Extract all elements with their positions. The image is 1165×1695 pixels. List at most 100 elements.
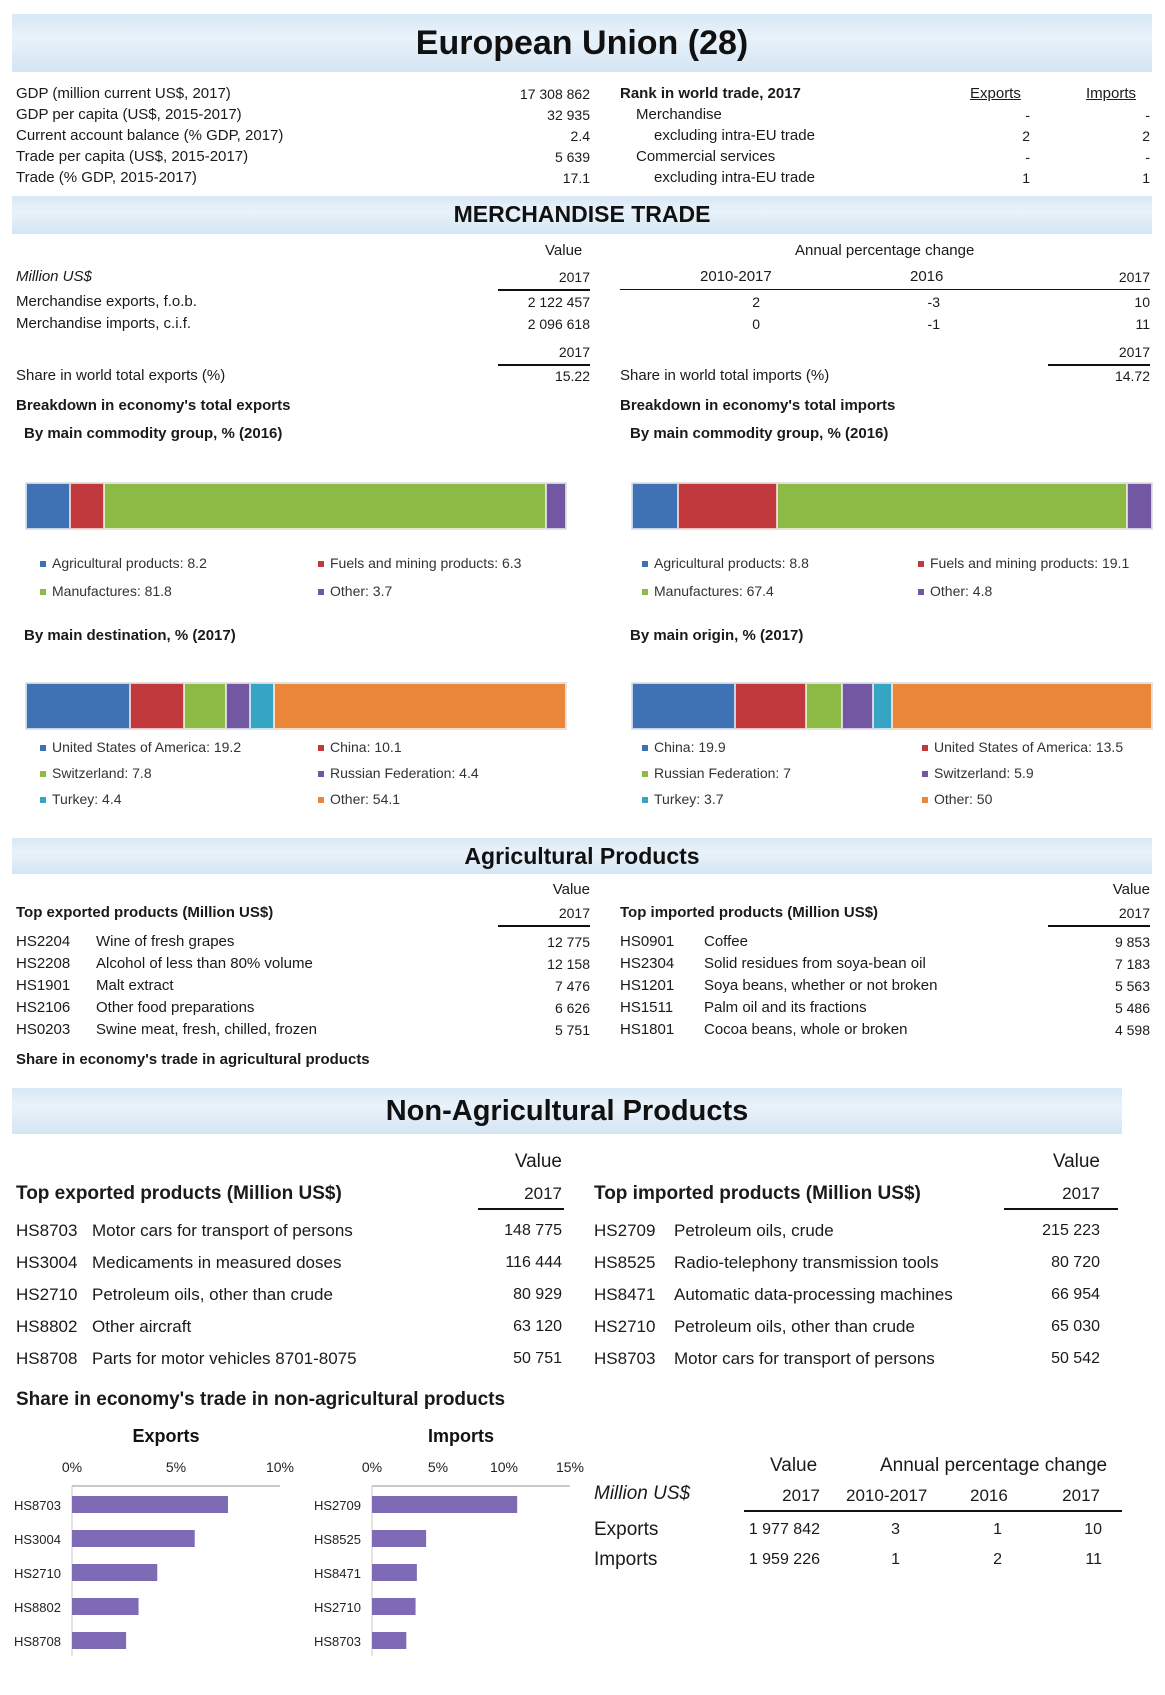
stack-segment xyxy=(872,683,892,729)
category-label: HS2710 xyxy=(314,1600,361,1615)
legend-swatch xyxy=(40,561,46,568)
legend-swatch xyxy=(642,589,648,596)
row-change: 1 xyxy=(891,1551,900,1568)
legend-swatch xyxy=(318,561,324,568)
imports-bar-chart: Imports 0% 5% 10% 15% HS2709 HS8525 HS8471 HS271… xyxy=(310,1424,590,1682)
rule xyxy=(498,364,590,366)
product-value: 80 929 xyxy=(513,1286,562,1303)
legend-item: Agricultural products: 8.8 xyxy=(642,555,809,571)
product-value: 7 476 xyxy=(554,978,590,994)
imports-change: 11 xyxy=(1135,316,1150,332)
top-exported-title: Top exported products (Million US$) xyxy=(16,1183,342,1204)
category-label: HS8471 xyxy=(314,1566,361,1581)
year-header: 2017 xyxy=(782,1486,820,1505)
legend-swatch xyxy=(318,589,324,596)
stack-segment xyxy=(273,683,566,729)
share-exports-value: 15.22 xyxy=(554,368,590,384)
million-label: Million US$ xyxy=(594,1483,691,1504)
product-value: 65 030 xyxy=(1051,1318,1100,1335)
imports-label: Merchandise imports, c.i.f. xyxy=(16,315,192,332)
product-name: Cocoa beans, whole or broken xyxy=(704,1021,908,1038)
hs-code: HS1201 xyxy=(620,977,675,994)
year-header: 2017 xyxy=(558,344,590,360)
legend-item: Manufactures: 67.4 xyxy=(642,583,774,599)
year-header: 2017 xyxy=(524,1184,562,1203)
stacked-bar-imports-commodity xyxy=(632,483,1152,529)
summary-label: Trade (% GDP, 2015-2017) xyxy=(16,169,197,186)
hs-code: HS2208 xyxy=(16,955,71,972)
hs-code: HS2710 xyxy=(594,1317,656,1336)
hs-code: HS2710 xyxy=(16,1285,78,1304)
category-label: HS2709 xyxy=(314,1498,361,1513)
hs-code: HS8471 xyxy=(594,1285,656,1304)
legend-swatch xyxy=(40,745,46,752)
product-value: 63 120 xyxy=(513,1318,562,1335)
tick-label: 10% xyxy=(490,1459,518,1475)
legend-item: United States of America: 19.2 xyxy=(40,739,241,755)
stack-segment xyxy=(842,683,873,729)
product-value: 9 853 xyxy=(1114,934,1150,950)
rank-exports: - xyxy=(1025,149,1030,165)
tick-label: 5% xyxy=(428,1459,448,1475)
stack-segment xyxy=(70,483,105,529)
rank-exports: - xyxy=(1025,107,1030,123)
tick-label: 15% xyxy=(556,1459,584,1475)
summary-label: Current account balance (% GDP, 2017) xyxy=(16,127,284,144)
rule xyxy=(498,925,590,927)
stack-segment xyxy=(26,483,71,529)
imports-change: -1 xyxy=(927,316,940,332)
product-value: 66 954 xyxy=(1051,1286,1100,1303)
legend-swatch xyxy=(318,771,324,778)
product-name: Petroleum oils, other than crude xyxy=(674,1317,915,1336)
product-name: Wine of fresh grapes xyxy=(96,933,235,950)
year-header: 2017 xyxy=(1118,905,1150,921)
rank-imports: - xyxy=(1145,149,1150,165)
section-title: Agricultural Products xyxy=(464,843,700,869)
stack-segment xyxy=(546,483,566,529)
rank-exports-header: Exports xyxy=(970,85,1021,102)
product-name: Automatic data-processing machines xyxy=(674,1285,953,1304)
legend-item: Other: 54.1 xyxy=(318,791,400,807)
rank-label: Merchandise xyxy=(636,106,722,123)
apc-header: Annual percentage change xyxy=(880,1455,1108,1476)
rank-exports: 2 xyxy=(1022,128,1030,144)
legend-swatch xyxy=(922,797,928,804)
rule xyxy=(620,289,1150,290)
legend-swatch xyxy=(318,745,324,752)
legend-item: Fuels and mining products: 19.1 xyxy=(918,555,1129,571)
product-name: Radio-telephony transmission tools xyxy=(674,1253,939,1272)
stack-segment xyxy=(776,483,1128,529)
rule xyxy=(1048,364,1150,366)
exports-change: -3 xyxy=(927,294,940,310)
product-name: Alcohol of less than 80% volume xyxy=(96,955,313,972)
legend-item: Switzerland: 7.8 xyxy=(40,765,152,781)
rule xyxy=(1004,1208,1118,1210)
row-change: 3 xyxy=(891,1521,900,1538)
row-value: 1 959 226 xyxy=(748,1551,820,1568)
hs-code: HS8703 xyxy=(16,1221,78,1240)
stack-segment xyxy=(226,683,251,729)
rule xyxy=(1048,925,1150,927)
product-value: 148 775 xyxy=(504,1222,562,1239)
bar xyxy=(372,1496,518,1513)
stacked-bar-exports-commodity xyxy=(26,483,566,529)
hs-code: HS1801 xyxy=(620,1021,675,1038)
stacked-bar-imports-origin xyxy=(632,683,1152,729)
year-header: 2016 xyxy=(910,268,944,285)
chart-title: Imports xyxy=(428,1426,494,1446)
category-label: HS8525 xyxy=(314,1532,361,1547)
page-title: European Union (28) xyxy=(415,24,749,62)
product-value: 7 183 xyxy=(1114,956,1150,972)
category-label: HS8703 xyxy=(14,1498,61,1513)
stack-segment xyxy=(250,683,274,729)
hs-code: HS2204 xyxy=(16,933,71,950)
hs-code: HS1511 xyxy=(620,999,674,1016)
top-imported-title: Top imported products (Million US$) xyxy=(620,904,879,921)
hs-code: HS1901 xyxy=(16,977,71,994)
rule xyxy=(744,1510,1122,1512)
destination-title: By main destination, % (2017) xyxy=(24,627,236,644)
product-value: 5 563 xyxy=(1114,978,1150,994)
section-title: Non-Agricultural Products xyxy=(385,1095,749,1127)
exports-bar-chart: Exports 0% 5% 10% HS8703 HS3004 HS2710 HS8802 HS… xyxy=(10,1424,300,1682)
row-label: Imports xyxy=(594,1549,658,1570)
